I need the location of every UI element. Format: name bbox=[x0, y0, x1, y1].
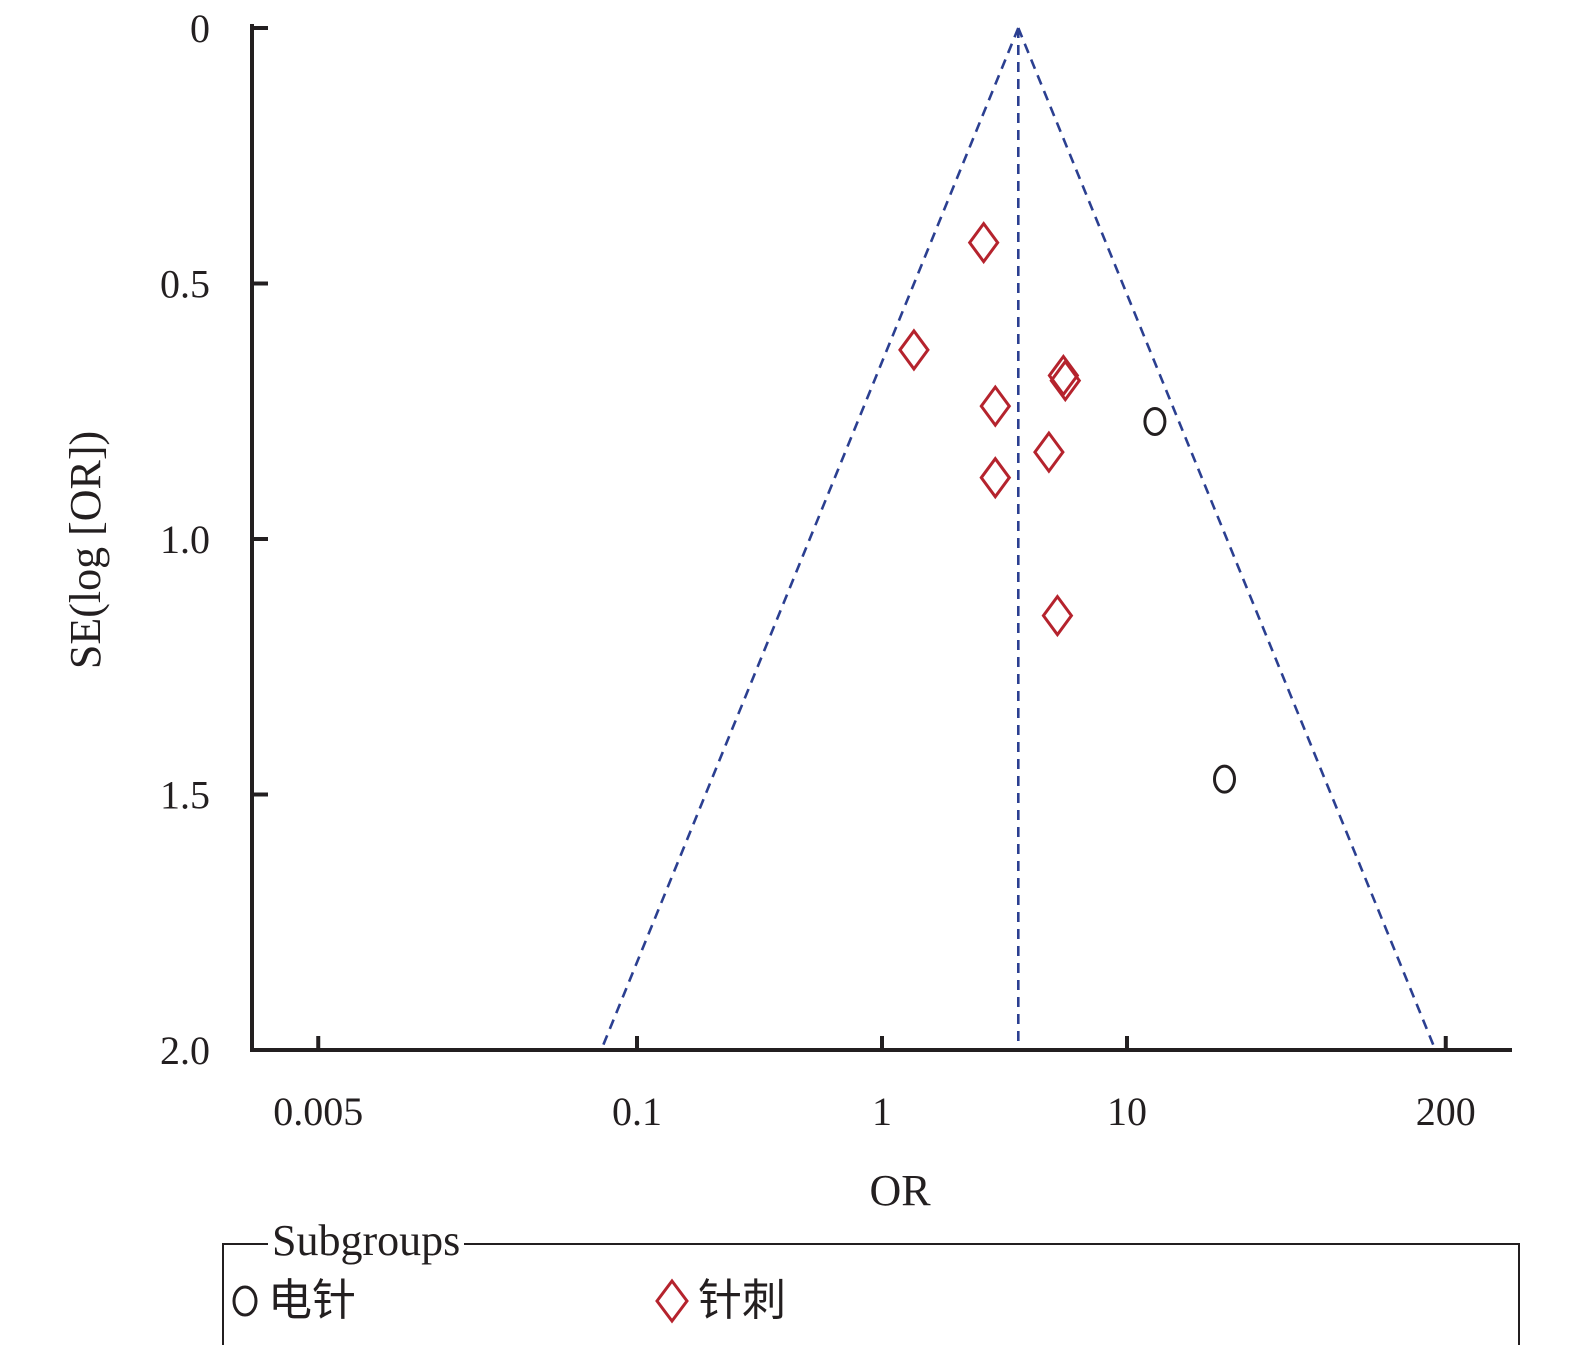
x-tick-label: 1 bbox=[872, 1089, 892, 1134]
x-tick-label: 0.005 bbox=[273, 1089, 363, 1134]
y-tick-label: 1.0 bbox=[160, 517, 210, 562]
diamond-point bbox=[979, 456, 1012, 500]
diamond-point bbox=[1049, 359, 1082, 403]
diamond-marker-icon bbox=[655, 1278, 689, 1324]
y-tick-label: 1.5 bbox=[160, 773, 210, 818]
y-axis-title: SE(log [OR]) bbox=[61, 431, 110, 669]
x-tick-label: 200 bbox=[1416, 1089, 1476, 1134]
circle-marker-icon bbox=[232, 1285, 258, 1317]
legend-title: Subgroups bbox=[268, 1215, 465, 1267]
legend-item-electroacupuncture: 电针 bbox=[230, 1275, 356, 1327]
diamond-point bbox=[898, 328, 930, 372]
x-axis-title: OR bbox=[869, 1166, 931, 1215]
y-tick-label: 0.5 bbox=[160, 262, 210, 307]
x-tick-label: 10 bbox=[1107, 1089, 1147, 1134]
funnel-lines bbox=[599, 27, 1437, 1051]
funnel-right-limit bbox=[1017, 27, 1437, 1051]
x-tick-label: 0.1 bbox=[612, 1089, 662, 1134]
axes bbox=[250, 24, 1512, 1052]
funnel-plot: 0.005 0.1 1 10 200 0 0.5 1.0 1.5 2.0 OR SE(log [… bbox=[61, 6, 1512, 1215]
diamond-point bbox=[967, 221, 1000, 265]
legend-label: 电针 bbox=[268, 1275, 356, 1326]
funnel-left-limit bbox=[599, 27, 1020, 1051]
diamond-point bbox=[1033, 430, 1065, 474]
legend-item-acupuncture: 针刺 bbox=[654, 1275, 786, 1327]
diamond-point bbox=[979, 384, 1012, 428]
legend-label: 针刺 bbox=[698, 1275, 786, 1326]
data-points bbox=[898, 221, 1236, 794]
y-ticks: 0 0.5 1.0 1.5 2.0 bbox=[160, 6, 268, 1073]
x-ticks: 0.005 0.1 1 10 200 bbox=[273, 1036, 1476, 1134]
diamond-point bbox=[1041, 594, 1074, 638]
y-tick-label: 0 bbox=[190, 6, 210, 51]
circle-point bbox=[1212, 764, 1236, 794]
y-tick-label: 2.0 bbox=[160, 1028, 210, 1073]
circle-point bbox=[1143, 406, 1167, 436]
legend-box: Subgroups 电针 针刺 bbox=[222, 1215, 1520, 1345]
